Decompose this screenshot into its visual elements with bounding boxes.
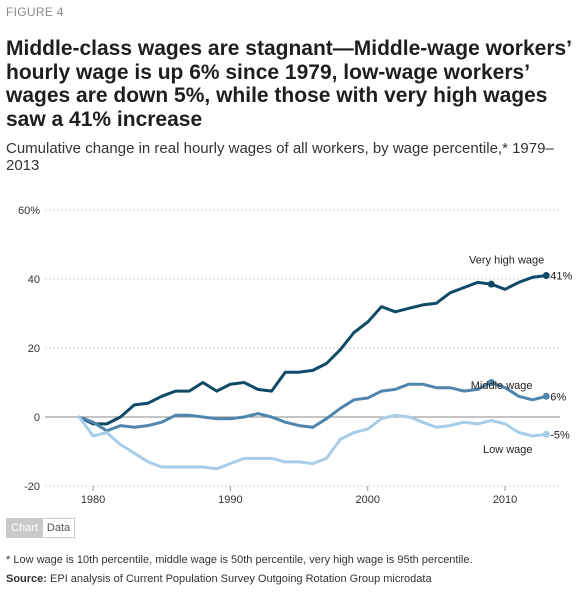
view-tabs: Chart Data xyxy=(6,518,76,538)
source-text: EPI analysis of Current Population Surve… xyxy=(46,573,432,585)
y-tick-label: 0 xyxy=(34,412,40,424)
x-tick-label: 1980 xyxy=(81,494,105,506)
data-point xyxy=(542,272,550,280)
data-point xyxy=(487,280,495,288)
y-tick-label: 40 xyxy=(28,274,40,286)
end-value-label: 6% xyxy=(550,391,566,403)
x-tick-label: 2010 xyxy=(493,494,517,506)
y-tick-label: -20 xyxy=(24,481,40,493)
figure-label: FIGURE 4 xyxy=(6,5,64,19)
line-chart: -20 0 20 40 60% 1980 1990 2000 2010 41% Very high … xyxy=(18,205,573,506)
end-value-label: -5% xyxy=(550,429,570,441)
x-tick-label: 2000 xyxy=(355,494,379,506)
chart-subtitle: Cumulative change in real hourly wages o… xyxy=(6,140,554,174)
series-line xyxy=(77,381,548,433)
tab-data[interactable]: Data xyxy=(42,518,76,538)
chart-title: Middle-class wages are stagnant—Middle-w… xyxy=(6,37,571,131)
series-line xyxy=(77,274,548,426)
series-name-label: Very high wage xyxy=(469,255,544,267)
end-value-label: 41% xyxy=(550,271,572,283)
tab-chart[interactable]: Chart xyxy=(6,518,43,538)
data-point xyxy=(542,392,550,400)
source-label: Source: xyxy=(6,573,47,585)
y-tick-label: 60% xyxy=(18,205,40,217)
series-name-label: Low wage xyxy=(483,444,533,456)
source-note: Source: EPI analysis of Current Populati… xyxy=(6,573,432,585)
footnote: * Low wage is 10th percentile, middle wa… xyxy=(6,554,473,566)
data-point xyxy=(542,430,550,438)
data-point xyxy=(487,379,495,386)
y-tick-label: 20 xyxy=(28,343,40,355)
x-tick-label: 1990 xyxy=(218,494,242,506)
series-line xyxy=(77,413,548,471)
series-name-label: Middle wage xyxy=(471,380,533,392)
